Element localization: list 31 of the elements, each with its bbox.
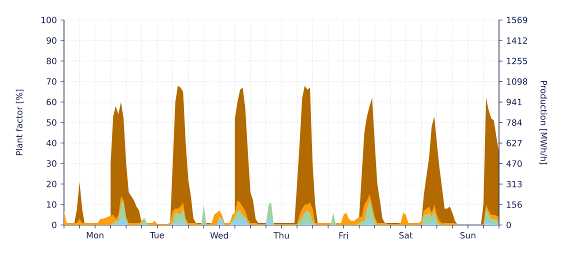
y-tick-label: 100 bbox=[42, 16, 56, 24]
y-axis-title: Plant factor [%] bbox=[16, 90, 24, 156]
y-tick-label: 80 bbox=[46, 58, 56, 64]
y2-tick-label: 0 bbox=[506, 222, 511, 228]
y-tick-label: 20 bbox=[46, 180, 56, 188]
x-tick-label: Tue bbox=[150, 232, 164, 238]
y2-axis-title: Production [MWh/h] bbox=[540, 81, 548, 164]
x-tick-label: Wed bbox=[210, 232, 228, 239]
y-tick-label: 40 bbox=[46, 140, 56, 146]
x-tick-label: Thu bbox=[273, 232, 289, 239]
x-tick-label: Mon bbox=[86, 232, 104, 238]
y-tick-label: 60 bbox=[46, 98, 56, 106]
y2-tick-label: 1255 bbox=[506, 58, 528, 64]
y-tick-label: 10 bbox=[47, 201, 56, 208]
y-tick-label: 30 bbox=[46, 160, 56, 167]
x-tick-label: Sun bbox=[460, 232, 476, 239]
y2-tick-label: 1569 bbox=[506, 16, 528, 24]
y2-tick-label: 156 bbox=[506, 201, 522, 208]
y2-tick-label: 784 bbox=[506, 119, 522, 126]
x-tick-label: Fri bbox=[339, 232, 348, 239]
y2-tick-label: 627 bbox=[506, 140, 522, 146]
y-tick-label: 90 bbox=[46, 37, 56, 44]
y2-tick-label: 1098 bbox=[506, 78, 528, 85]
x-tick-label: Sat bbox=[399, 232, 413, 239]
y-tick-label: 70 bbox=[46, 78, 56, 85]
y2-tick-label: 313 bbox=[506, 180, 522, 188]
y2-tick-label: 470 bbox=[506, 160, 522, 167]
y-tick-label: 0 bbox=[52, 222, 56, 228]
y2-tick-label: 941 bbox=[506, 98, 522, 106]
y-tick-label: 50 bbox=[46, 119, 56, 126]
y2-tick-label: 1412 bbox=[506, 37, 527, 44]
